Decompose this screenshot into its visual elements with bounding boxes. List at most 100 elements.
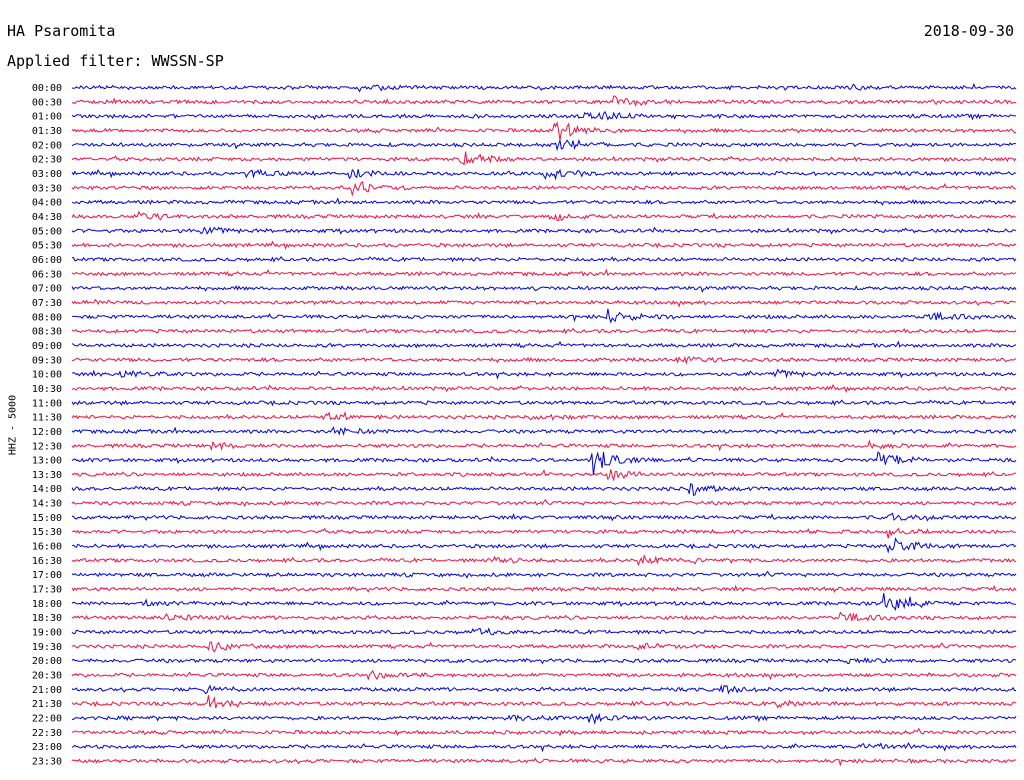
trace-row-1330 — [71, 469, 1017, 482]
row-tick-label: 09:30 — [32, 355, 62, 366]
row-tick-label: 20:30 — [32, 671, 62, 682]
row-tick-label: 03:30 — [32, 183, 62, 194]
trace-row-0830 — [71, 327, 1017, 335]
trace-row-2330 — [71, 757, 1017, 767]
row-tick-label: 01:00 — [32, 112, 62, 123]
row-tick-label: 13:00 — [32, 456, 62, 467]
date-label: 2018-09-30 — [923, 22, 1014, 40]
row-tick-label: 23:00 — [32, 742, 62, 753]
row-tick-label: 03:00 — [32, 169, 62, 180]
row-tick-label: 04:30 — [32, 212, 62, 223]
row-tick-label: 02:00 — [32, 140, 62, 151]
row-tick-label: 16:00 — [32, 542, 62, 553]
trace-row-2030 — [71, 669, 1017, 681]
row-tick-label: 15:30 — [32, 527, 62, 538]
trace-row-1030 — [71, 383, 1017, 394]
row-tick-label: 14:00 — [32, 484, 62, 495]
row-tick-label: 13:30 — [32, 470, 62, 481]
row-tick-label: 17:00 — [32, 570, 62, 581]
row-tick-label: 21:00 — [32, 685, 62, 696]
trace-row-0900 — [71, 340, 1017, 349]
trace-row-1700 — [71, 570, 1017, 579]
row-tick-label: 05:30 — [32, 241, 62, 252]
trace-row-0930 — [71, 355, 1017, 365]
row-tick-label: 19:30 — [32, 642, 62, 653]
row-tick-label: 10:00 — [32, 370, 62, 381]
row-tick-label: 22:00 — [32, 714, 62, 725]
trace-row-0200 — [71, 138, 1016, 152]
row-tick-label: 07:30 — [32, 298, 62, 309]
row-tick-label: 11:30 — [32, 413, 62, 424]
row-tick-label: 15:00 — [32, 513, 62, 524]
trace-row-1600 — [71, 537, 1017, 554]
row-tick-label: 08:00 — [32, 312, 62, 323]
row-tick-label: 09:00 — [32, 341, 62, 352]
row-tick-label: 08:30 — [32, 327, 62, 338]
trace-row-1300 — [71, 451, 1017, 475]
row-tick-label: 01:30 — [32, 126, 62, 137]
trace-row-1930 — [71, 641, 1017, 653]
trace-row-0100 — [71, 110, 1017, 121]
row-tick-label: 18:30 — [32, 613, 62, 624]
row-tick-label: 00:00 — [32, 83, 62, 94]
trace-row-1400 — [71, 483, 1017, 496]
row-tick-label: 20:00 — [32, 656, 62, 667]
trace-row-1430 — [71, 498, 1017, 507]
row-tick-label: 10:30 — [32, 384, 62, 395]
trace-row-2000 — [71, 656, 1017, 665]
row-tick-label: 04:00 — [32, 198, 62, 209]
trace-row-1730 — [71, 584, 1017, 593]
trace-row-0700 — [71, 285, 1017, 293]
trace-row-1530 — [71, 527, 1017, 539]
trace-row-1500 — [71, 512, 1017, 522]
trace-row-0230 — [71, 151, 1017, 166]
trace-row-1800 — [71, 593, 1017, 611]
row-tick-label: 11:00 — [32, 398, 62, 409]
trace-row-1630 — [71, 553, 1017, 567]
row-tick-label: 06:30 — [32, 269, 62, 280]
row-tick-label: 21:30 — [32, 699, 62, 710]
trace-row-0030 — [71, 95, 1017, 108]
trace-row-0130 — [71, 120, 1017, 141]
trace-row-1230 — [71, 439, 1017, 452]
trace-row-2100 — [71, 684, 1017, 695]
trace-row-1200 — [71, 426, 1017, 436]
trace-row-1830 — [71, 611, 1017, 622]
row-tick-label: 12:00 — [32, 427, 62, 438]
row-tick-label: 23:30 — [32, 757, 62, 768]
trace-row-0500 — [71, 226, 1017, 235]
trace-row-0600 — [71, 256, 1017, 263]
row-tick-label: 19:00 — [32, 628, 62, 639]
row-tick-label: 05:00 — [32, 226, 62, 237]
trace-row-0330 — [71, 181, 1017, 197]
row-tick-label: 02:30 — [32, 155, 62, 166]
trace-row-2230 — [71, 727, 1017, 737]
trace-row-2130 — [71, 695, 1017, 709]
row-tick-label: 14:30 — [32, 499, 62, 510]
trace-row-0430 — [71, 210, 1017, 222]
row-tick-label: 07:00 — [32, 284, 62, 295]
seismic-traces — [71, 82, 1017, 767]
trace-row-2200 — [71, 712, 1017, 725]
trace-row-0800 — [71, 308, 1017, 324]
trace-row-0400 — [71, 197, 1017, 206]
trace-row-0730 — [71, 298, 1017, 308]
trace-row-0000 — [71, 82, 1017, 93]
trace-row-1000 — [71, 368, 1017, 380]
trace-row-1100 — [71, 399, 1017, 407]
station-title: HA Psaromita — [7, 22, 116, 40]
row-tick-label: 12:30 — [32, 441, 62, 452]
trace-row-1130 — [71, 410, 1017, 421]
filter-label: Applied filter: WWSSN-SP — [7, 52, 224, 70]
row-tick-label: 00:30 — [32, 97, 62, 108]
trace-row-0630 — [71, 268, 1017, 277]
row-tick-label: 18:00 — [32, 599, 62, 610]
trace-row-1900 — [71, 627, 1017, 636]
trace-row-0530 — [71, 240, 1017, 250]
row-tick-label: 22:30 — [32, 728, 62, 739]
row-tick-label: 16:30 — [32, 556, 62, 567]
row-tick-label: 06:00 — [32, 255, 62, 266]
trace-row-0300 — [71, 168, 1017, 181]
trace-row-2300 — [71, 742, 1017, 753]
